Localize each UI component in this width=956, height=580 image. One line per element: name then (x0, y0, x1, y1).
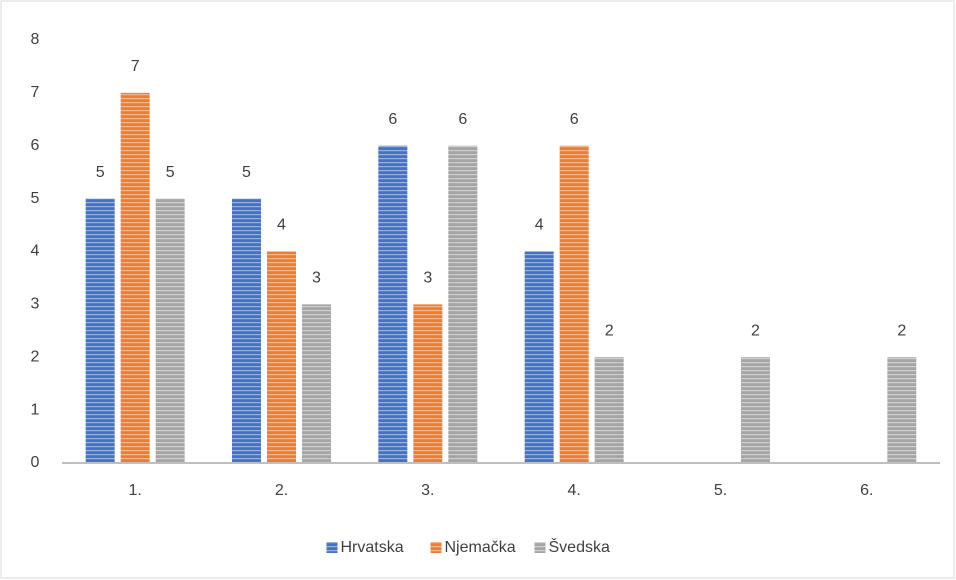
bar (524, 251, 554, 463)
data-label: 6 (458, 111, 467, 128)
y-tick-label: 5 (31, 190, 40, 207)
data-label: 6 (388, 111, 397, 128)
data-label: 2 (751, 322, 760, 339)
bar (594, 357, 624, 463)
x-tick-label: 4. (567, 482, 580, 499)
bar (887, 357, 917, 463)
x-tick-label: 5. (714, 482, 727, 499)
bar (559, 145, 589, 463)
x-tick-label: 6. (860, 482, 873, 499)
bar (741, 357, 770, 463)
data-label: 4 (535, 217, 544, 234)
data-label: 5 (242, 164, 251, 181)
y-tick-label: 3 (31, 296, 40, 313)
data-label: 3 (423, 270, 432, 287)
legend-swatch (326, 542, 338, 553)
y-tick-label: 8 (31, 31, 40, 48)
x-tick-label: 3. (421, 482, 434, 499)
data-label: 2 (605, 322, 614, 339)
bar (267, 251, 296, 463)
x-tick-label: 1. (128, 482, 141, 499)
y-tick-label: 1 (31, 401, 40, 418)
bar (232, 198, 261, 463)
x-tick-label: 2. (275, 482, 288, 499)
bar (155, 198, 185, 463)
data-label: 4 (277, 217, 286, 234)
legend-label: Švedska (549, 537, 610, 556)
bar (85, 198, 115, 463)
bar (378, 145, 408, 463)
data-label: 7 (131, 58, 140, 75)
data-label: 5 (166, 164, 175, 181)
legend-label: Hrvatska (341, 539, 404, 556)
bar (448, 145, 478, 463)
data-label: 6 (570, 111, 579, 128)
y-tick-label: 6 (31, 137, 40, 154)
bar (120, 92, 150, 463)
y-tick-label: 0 (31, 454, 40, 471)
bar (413, 304, 443, 463)
y-tick-label: 7 (31, 84, 40, 101)
bar (302, 304, 331, 463)
data-label: 5 (96, 164, 105, 181)
data-label: 2 (897, 322, 906, 339)
y-tick-label: 4 (31, 243, 40, 260)
legend-swatch (430, 542, 442, 553)
data-label: 3 (312, 270, 321, 287)
y-tick-label: 2 (31, 348, 40, 365)
legend-label: Njemačka (445, 539, 516, 556)
legend-swatch (534, 542, 546, 553)
